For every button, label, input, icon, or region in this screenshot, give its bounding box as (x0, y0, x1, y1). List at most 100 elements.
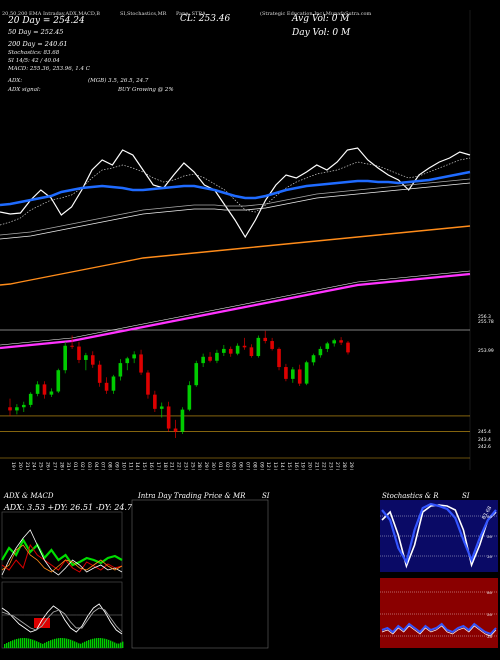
channel-line-1 (0, 178, 471, 236)
price-axis-label: 245.4 (478, 429, 491, 435)
candle-body (339, 340, 343, 343)
x-axis-label: 09 Dec (258, 462, 264, 470)
magenta-edge-line (0, 270, 471, 346)
macd-histogram-bar (32, 639, 34, 648)
x-axis-label: 11 Nov (127, 462, 133, 470)
rsi-white-line (381, 625, 497, 637)
adx-white-line (1, 529, 123, 576)
x-axis-label: 18 Nov (162, 462, 168, 470)
macd-histogram-bar (64, 638, 66, 648)
ema200-line (0, 225, 471, 286)
macd-histogram-bar (66, 638, 68, 648)
macd-histogram-bar (92, 638, 94, 648)
macd-histogram-bar (8, 642, 10, 648)
x-axis-label: 23 Dec (327, 462, 333, 470)
x-axis-label: 22 Nov (176, 462, 182, 470)
candle-body (318, 348, 323, 356)
candle-body (284, 367, 288, 379)
x-axis-label: 29 Dec (348, 462, 354, 470)
macd-histogram-bar (34, 640, 36, 648)
candle-body (180, 409, 185, 432)
candle-body (77, 346, 81, 360)
candle-body (228, 348, 233, 354)
macd-histogram-bar (70, 639, 72, 648)
macd-histogram-bar (14, 639, 16, 648)
macd-histogram-bar (74, 641, 76, 648)
stoch-lines (380, 502, 498, 569)
x-axis-label: 30 Nov (210, 462, 216, 470)
price-axis-label: 256.3 (478, 314, 491, 320)
x-axis-label: 21 Oct (24, 462, 30, 470)
candle-body (21, 404, 26, 408)
x-axis-label: 04 Nov (93, 462, 99, 470)
x-axis-label: 23 Nov (182, 462, 188, 470)
x-axis-label: 13 Dec (272, 462, 278, 470)
price-axis-label: 242.6 (478, 444, 491, 450)
candle-body (111, 376, 116, 391)
x-axis-label: 20 Dec (307, 462, 313, 470)
macd-histogram-bar (108, 639, 110, 648)
candle-body (166, 406, 171, 429)
macd-histogram-bar (88, 640, 90, 648)
stoch-level-20: 20 (487, 554, 493, 559)
x-axis-label: 05 Dec (231, 462, 237, 470)
candle-body (35, 384, 40, 394)
candle-body (146, 372, 150, 395)
x-axis-label: 15 Dec (286, 462, 292, 470)
candle-body (332, 340, 337, 344)
macd-histogram-bar (80, 643, 82, 648)
macd-histogram-bar (12, 640, 14, 648)
macd-histogram-bar (30, 639, 32, 648)
stoch-si-title: SI (462, 492, 470, 500)
adx-panel-frame (1, 511, 123, 579)
magenta-line (0, 272, 471, 350)
macd-histogram-bar (62, 638, 64, 648)
x-axis-label: 12 Dec (265, 462, 271, 470)
macd-histogram-bar (36, 641, 38, 648)
stoch-label: Stochastics: 83.68 (8, 50, 60, 56)
macd-histogram-bar (90, 639, 92, 648)
macd-histogram-bar (94, 638, 96, 648)
x-axis-label: 25 Oct (38, 462, 44, 470)
candle-body (15, 407, 19, 411)
x-axis-label: 03 Nov (86, 462, 92, 470)
x-axis-label: 07 Nov (100, 462, 106, 470)
x-axis-label: 22 Dec (320, 462, 326, 470)
candle-body (63, 345, 67, 371)
adx-values-text: ADX: 3.53 +DY: 26.51 -DY: 24.7 (4, 503, 133, 512)
x-axis-label: 14 Dec (279, 462, 285, 470)
rsi-level-20: 20 (487, 634, 493, 639)
stoch-level-80: 80 (487, 514, 493, 519)
header-mid2: Pane: STRA (176, 11, 206, 17)
macd-label: MACD: 255.36, 253.96, 1.4 C (8, 66, 91, 72)
candle-body (346, 342, 350, 353)
header-right: (Strategic Education Inc) MunafaSutra.co… (260, 11, 372, 17)
candle-body (8, 407, 12, 411)
adx-green-line (1, 537, 123, 567)
x-axis-label: 06 Dec (238, 462, 244, 470)
macd-histogram-bar (86, 640, 88, 648)
x-axis-label: 25 Nov (189, 462, 195, 470)
adx-signal-value: BUY Growing @ 2% (118, 87, 174, 93)
macd-histogram-bar (104, 638, 106, 648)
x-axis-label: 26 Oct (44, 462, 50, 470)
candle-body (325, 343, 330, 349)
macd-lines (1, 603, 124, 648)
macd-histogram-bar (18, 638, 20, 648)
macd-histogram-bar (110, 640, 112, 648)
x-axis-label: 29 Nov (203, 462, 209, 470)
macd-histogram-bar (76, 642, 78, 648)
candle-body (90, 355, 95, 365)
candle-body (277, 348, 281, 368)
adx-lines (1, 529, 123, 576)
candle-body (249, 347, 254, 357)
macd-histogram-bar (100, 638, 102, 648)
candle-body (28, 393, 33, 405)
candle-body (270, 341, 274, 349)
x-axis-label: 27 Dec (334, 462, 340, 470)
candle-body (222, 348, 226, 353)
macd-histogram-bar (122, 641, 124, 648)
x-axis-label: 07 Dec (245, 462, 251, 470)
rsi-blue-line (381, 622, 497, 636)
macd-histogram-bar (44, 642, 46, 648)
